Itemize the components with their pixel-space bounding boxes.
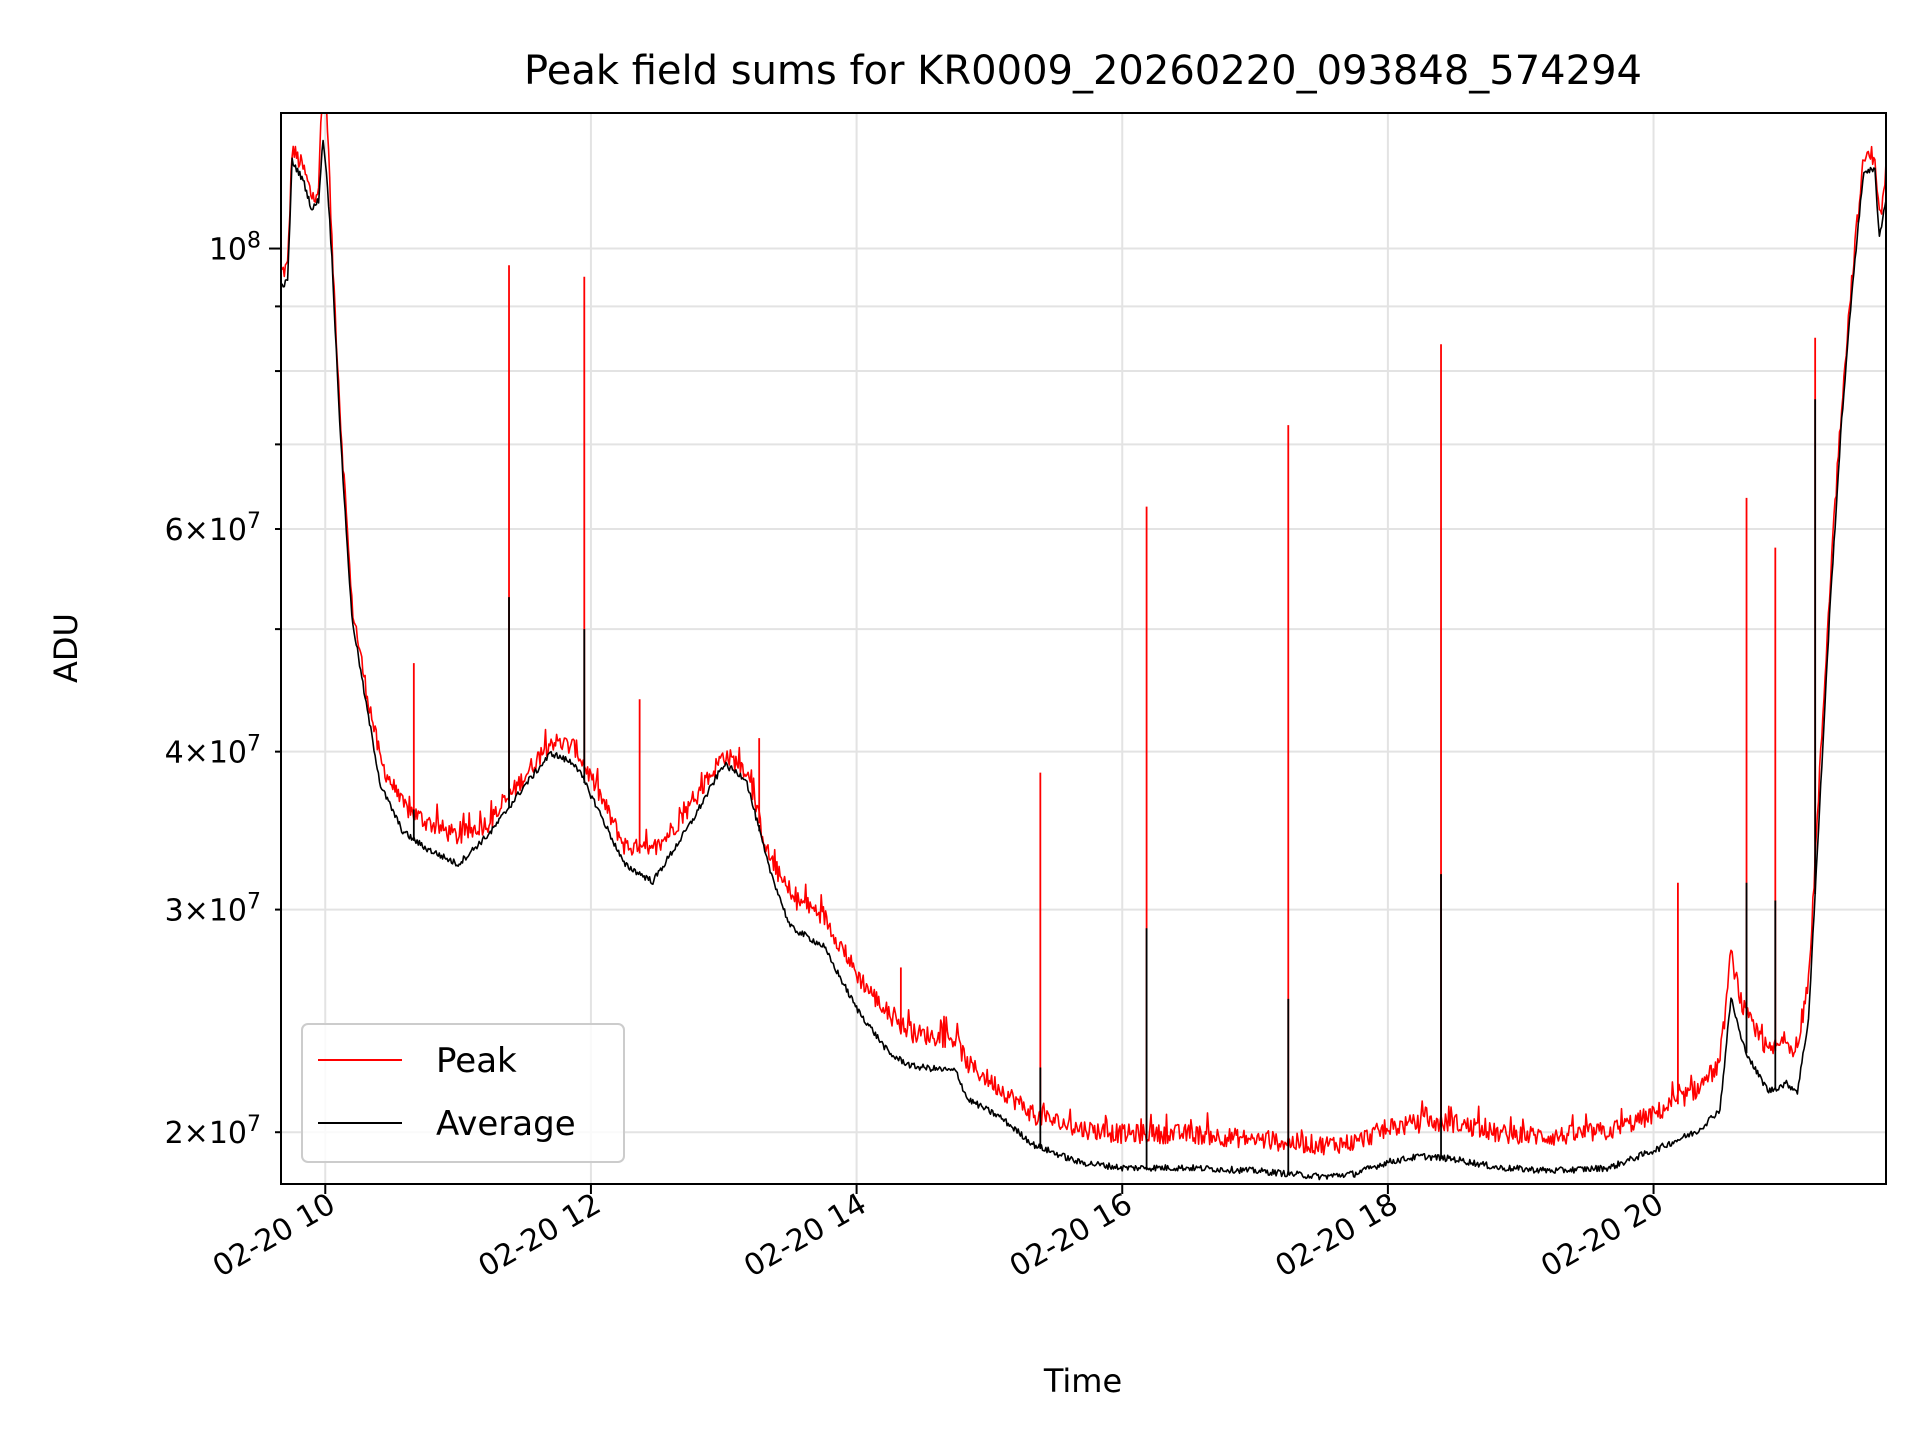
y-axis: 108 2×107 3×107 4×107 6×107 <box>165 228 281 1151</box>
y-tick-label: 4×107 <box>165 731 261 771</box>
y-tick-label: 6×107 <box>165 509 261 549</box>
plot-area <box>281 113 1886 1181</box>
series-line-peak <box>281 113 1886 1156</box>
x-axis-label: Time <box>1043 1362 1122 1400</box>
y-tick-label: 2×107 <box>165 1112 261 1152</box>
y-tick-label: 108 <box>209 228 261 268</box>
legend-label-peak: Peak <box>436 1041 517 1081</box>
series-layer <box>281 113 1886 1181</box>
legend: Peak Average <box>301 1023 625 1163</box>
chart-title: Peak field sums for KR0009_20260220_0938… <box>524 48 1642 94</box>
series-line-average <box>281 139 1886 1181</box>
legend-box <box>301 1023 625 1163</box>
legend-label-average: Average <box>436 1104 576 1144</box>
y-axis-label: ADU <box>47 613 85 683</box>
plot-frame <box>280 112 1887 1185</box>
series-average <box>281 139 1886 1181</box>
y-tick-label: 3×107 <box>165 889 261 929</box>
